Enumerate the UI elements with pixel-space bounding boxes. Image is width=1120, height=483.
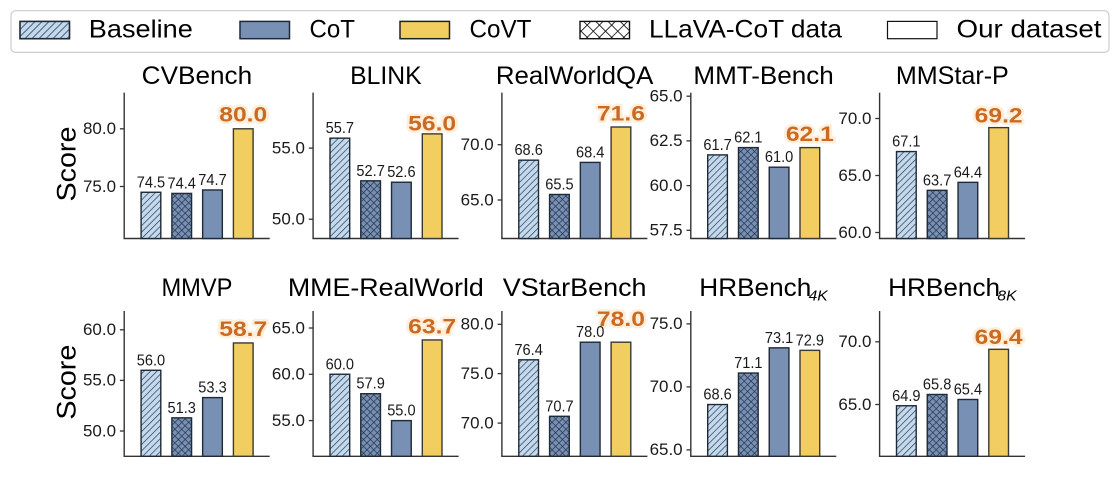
svg-text:71.1: 71.1 — [734, 355, 763, 372]
svg-text:62.5: 62.5 — [650, 131, 683, 150]
svg-text:65.0: 65.0 — [838, 166, 871, 185]
svg-text:RealWorldQA: RealWorldQA — [496, 63, 654, 90]
svg-text:64.9: 64.9 — [892, 388, 921, 405]
svg-text:71.6: 71.6 — [597, 102, 645, 125]
svg-text:74.5: 74.5 — [137, 174, 166, 191]
svg-text:50.0: 50.0 — [83, 421, 116, 440]
svg-text:76.4: 76.4 — [514, 342, 543, 359]
svg-text:57.5: 57.5 — [650, 221, 683, 240]
svg-text:BLINK: BLINK — [350, 63, 422, 90]
svg-text:51.3: 51.3 — [168, 400, 197, 417]
svg-text:63.7: 63.7 — [408, 316, 456, 339]
svg-text:52.6: 52.6 — [387, 164, 416, 181]
svg-text:55.0: 55.0 — [83, 371, 116, 390]
svg-text:55.0: 55.0 — [387, 403, 416, 420]
svg-text:74.4: 74.4 — [168, 175, 197, 192]
svg-text:60.0: 60.0 — [838, 223, 871, 242]
svg-text:65.0: 65.0 — [461, 190, 494, 209]
svg-text:70.0: 70.0 — [838, 332, 871, 351]
svg-text:60.0: 60.0 — [326, 356, 355, 373]
svg-text:Score: Score — [51, 345, 81, 420]
svg-text:64.4: 64.4 — [954, 164, 983, 181]
svg-text:68.4: 68.4 — [576, 144, 605, 161]
svg-text:MMStar-P: MMStar-P — [896, 63, 1009, 90]
svg-text:69.2: 69.2 — [975, 104, 1023, 127]
svg-text:75.0: 75.0 — [650, 314, 683, 333]
svg-text:67.1: 67.1 — [892, 134, 921, 151]
svg-text:70.7: 70.7 — [545, 398, 573, 415]
svg-text:60.0: 60.0 — [272, 365, 305, 384]
svg-text:78.0: 78.0 — [576, 324, 605, 341]
svg-text:8K: 8K — [997, 287, 1017, 304]
svg-text:57.9: 57.9 — [356, 376, 385, 393]
svg-text:65.0: 65.0 — [650, 87, 683, 106]
svg-text:68.6: 68.6 — [514, 142, 543, 159]
svg-text:60.0: 60.0 — [83, 320, 116, 339]
svg-text:78.0: 78.0 — [597, 308, 645, 331]
svg-text:55.0: 55.0 — [272, 411, 305, 430]
svg-text:HRBench: HRBench — [699, 275, 811, 302]
svg-text:80.0: 80.0 — [461, 315, 494, 334]
svg-text:74.7: 74.7 — [198, 172, 226, 189]
svg-text:65.8: 65.8 — [923, 376, 952, 393]
svg-text:52.7: 52.7 — [356, 163, 384, 180]
svg-text:VStarBench: VStarBench — [503, 275, 647, 302]
svg-text:53.3: 53.3 — [198, 380, 227, 397]
svg-text:HRBench: HRBench — [888, 275, 1000, 302]
svg-text:62.1: 62.1 — [734, 130, 763, 147]
svg-text:80.0: 80.0 — [83, 119, 116, 138]
svg-text:CVBench: CVBench — [142, 63, 253, 90]
svg-text:73.1: 73.1 — [765, 330, 794, 347]
svg-text:50.0: 50.0 — [272, 210, 305, 229]
svg-text:65.4: 65.4 — [954, 381, 983, 398]
svg-text:MME-RealWorld: MME-RealWorld — [288, 275, 484, 302]
svg-text:55.7: 55.7 — [326, 120, 354, 137]
svg-text:70.0: 70.0 — [650, 377, 683, 396]
svg-text:58.7: 58.7 — [219, 318, 267, 341]
svg-text:70.0: 70.0 — [838, 109, 871, 128]
svg-text:65.0: 65.0 — [650, 440, 683, 459]
svg-text:CoT: CoT — [310, 17, 356, 44]
svg-text:61.7: 61.7 — [703, 137, 731, 154]
svg-text:MMVP: MMVP — [161, 275, 232, 302]
svg-text:65.5: 65.5 — [545, 176, 574, 193]
svg-text:62.1: 62.1 — [786, 123, 834, 146]
svg-text:68.6: 68.6 — [703, 387, 732, 404]
svg-text:61.0: 61.0 — [765, 149, 794, 166]
svg-text:Baseline: Baseline — [89, 17, 193, 44]
svg-text:65.0: 65.0 — [838, 395, 871, 414]
svg-text:60.0: 60.0 — [650, 176, 683, 195]
svg-text:80.0: 80.0 — [219, 103, 267, 126]
svg-text:69.4: 69.4 — [975, 326, 1023, 349]
svg-text:72.9: 72.9 — [796, 332, 825, 349]
svg-text:56.0: 56.0 — [137, 352, 166, 369]
svg-text:MMT-Bench: MMT-Bench — [693, 63, 833, 90]
svg-text:Score: Score — [51, 127, 81, 202]
svg-text:75.0: 75.0 — [83, 177, 116, 196]
svg-text:4K: 4K — [809, 287, 829, 304]
svg-text:56.0: 56.0 — [408, 112, 456, 135]
svg-text:LLaVA-CoT data: LLaVA-CoT data — [649, 17, 842, 44]
svg-text:63.7: 63.7 — [923, 172, 951, 189]
svg-text:70.0: 70.0 — [461, 135, 494, 154]
svg-text:Our dataset: Our dataset — [957, 17, 1102, 44]
svg-text:CoVT: CoVT — [470, 17, 532, 44]
svg-text:65.0: 65.0 — [272, 318, 305, 337]
svg-text:70.0: 70.0 — [461, 413, 494, 432]
svg-text:75.0: 75.0 — [461, 364, 494, 383]
svg-text:55.0: 55.0 — [272, 138, 305, 157]
